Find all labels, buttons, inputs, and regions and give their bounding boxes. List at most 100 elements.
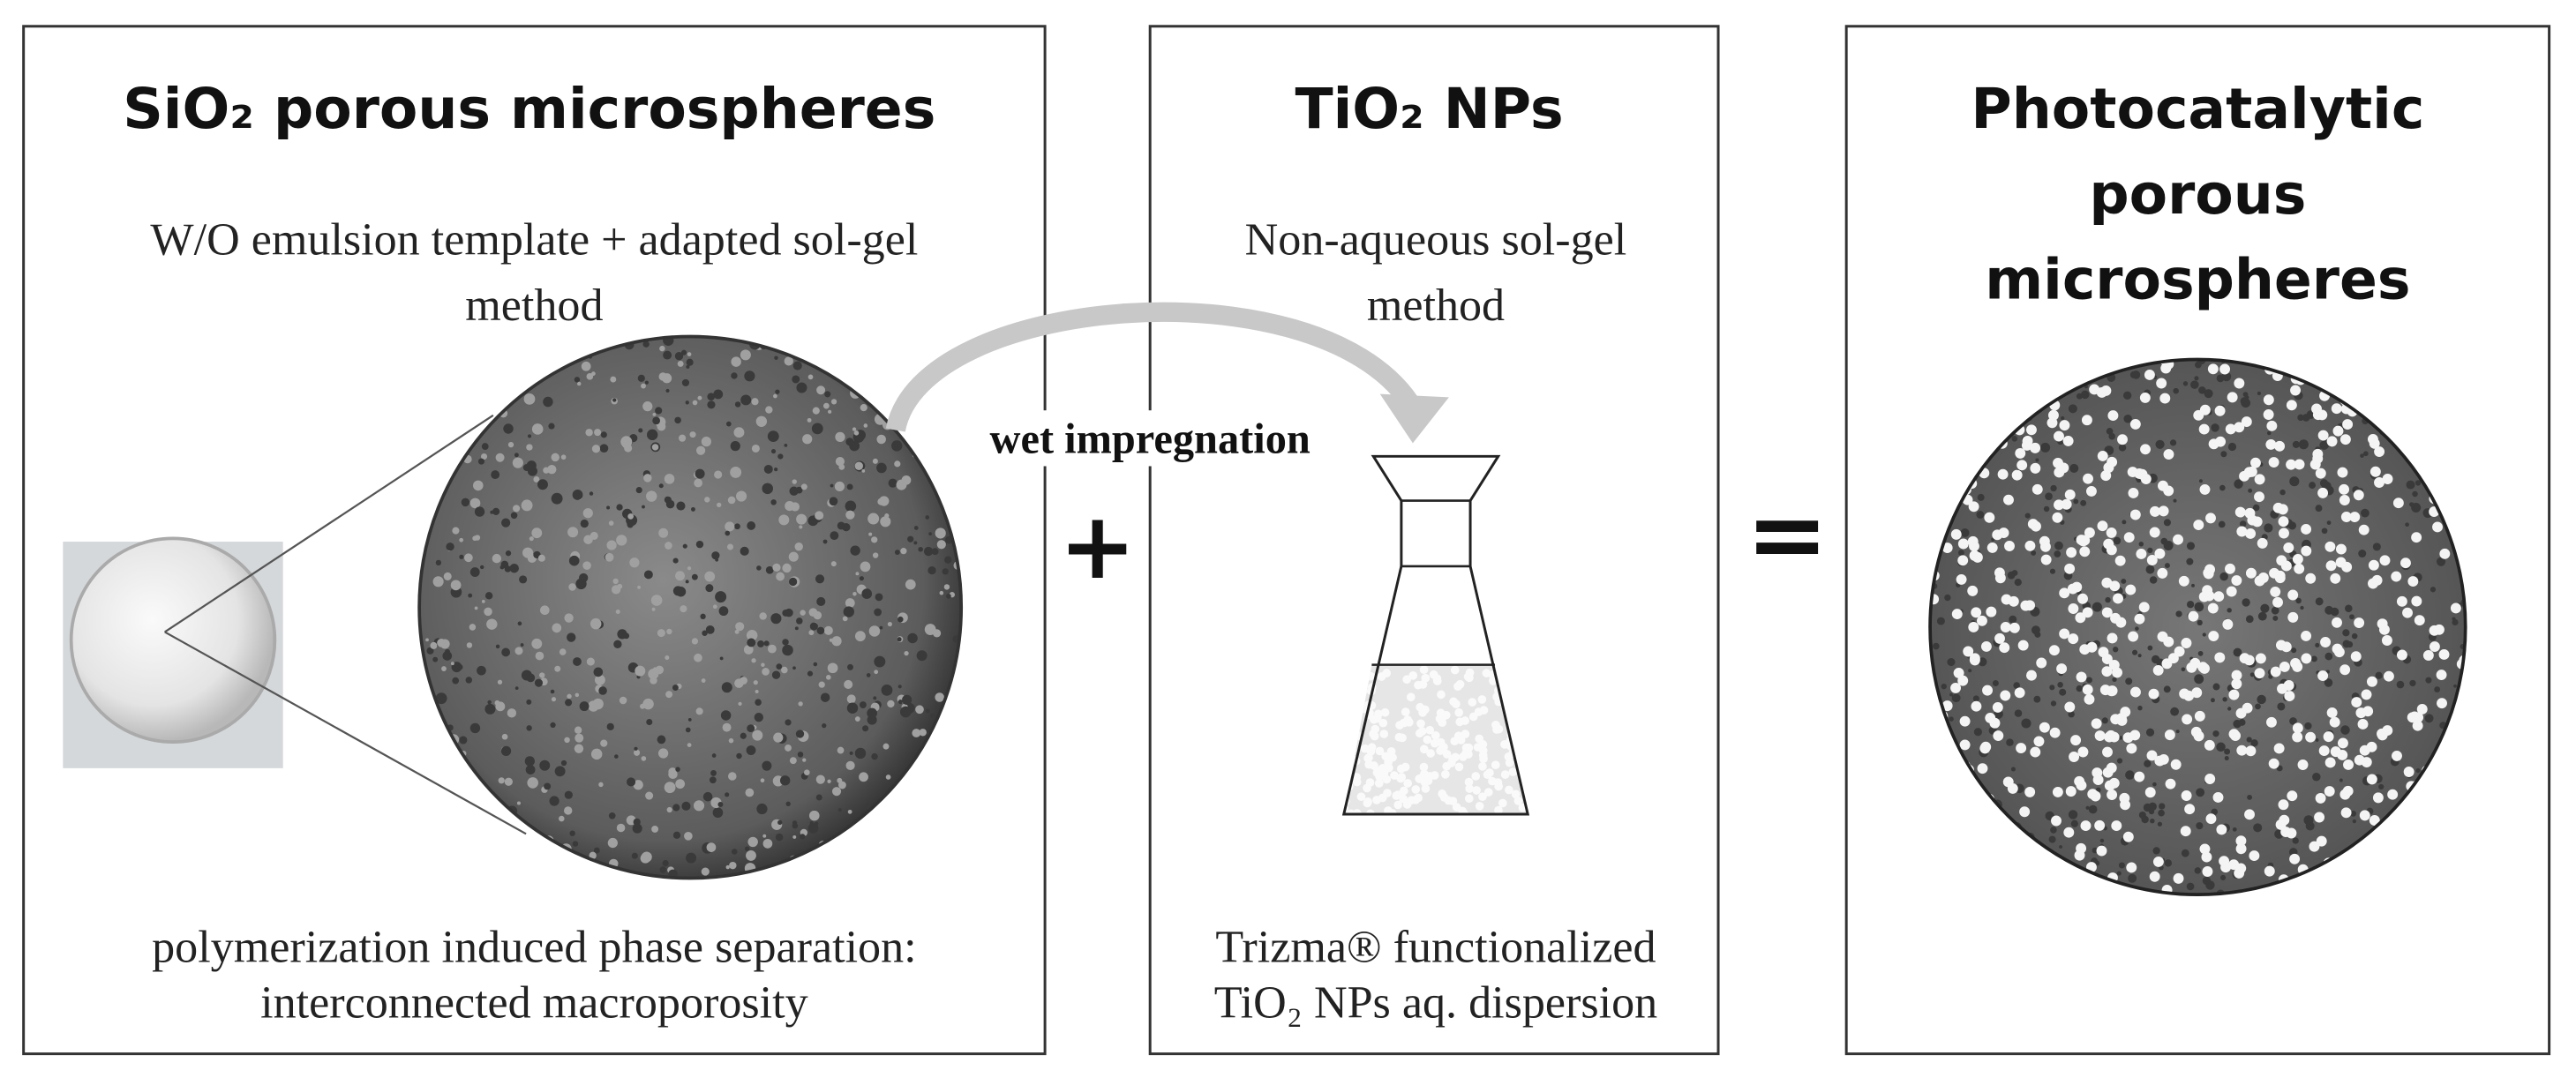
nanoparticle [2222, 618, 2234, 630]
nanoparticle [2066, 547, 2077, 558]
pore [704, 497, 710, 503]
pore [835, 431, 845, 443]
pore [662, 859, 669, 867]
nanoparticle [1408, 670, 1418, 680]
nanoparticle [1479, 706, 1489, 715]
pore [795, 486, 803, 494]
pore [925, 708, 930, 714]
nanoparticle [2283, 680, 2294, 691]
pore [855, 572, 860, 576]
nanoparticle [2236, 745, 2248, 756]
nanoparticle [2039, 535, 2050, 547]
nanoparticle [2000, 622, 2011, 632]
pore [694, 653, 702, 662]
pore [672, 804, 680, 812]
nanoparticle [2024, 540, 2036, 551]
nanoparticle [2270, 666, 2281, 677]
nanoparticle [2297, 760, 2309, 770]
pore [526, 699, 532, 705]
nanoparticle [2366, 774, 2377, 785]
nanoparticle [2274, 440, 2286, 452]
pore [2197, 650, 2204, 656]
pore [925, 515, 930, 520]
pore [2222, 697, 2227, 702]
nanoparticle [2024, 786, 2036, 797]
nanoparticle [2003, 494, 2014, 505]
pore [2186, 557, 2194, 565]
pore [2137, 705, 2143, 711]
nanoparticle [2049, 727, 2061, 738]
pore [2218, 520, 2226, 528]
pore [531, 528, 543, 539]
pore [582, 508, 593, 519]
nanoparticle [2287, 611, 2299, 623]
nanoparticle [2320, 637, 2332, 647]
pore [2358, 550, 2367, 558]
nanoparticle [2254, 491, 2264, 503]
pore [2059, 688, 2067, 696]
pore [2137, 654, 2142, 658]
nanoparticle [2061, 498, 2072, 510]
nanoparticle [1403, 779, 1413, 788]
nanoparticle [1374, 779, 1384, 788]
pore [2186, 601, 2195, 609]
nanoparticle [2315, 468, 2326, 479]
pore [913, 526, 919, 530]
nanoparticle [2100, 470, 2112, 482]
pore [2298, 439, 2309, 450]
nanoparticle [1416, 719, 1425, 729]
nanoparticle [2059, 587, 2070, 599]
nanoparticle [1441, 769, 1450, 779]
pore [838, 464, 845, 470]
pore [652, 416, 661, 425]
pore [897, 685, 902, 689]
nanoparticle [2178, 575, 2189, 587]
pore [860, 561, 871, 572]
pore [474, 606, 478, 610]
pore [589, 491, 594, 496]
pore [876, 462, 887, 474]
pore [721, 713, 726, 718]
pore [902, 694, 912, 705]
nanoparticle [1449, 697, 1458, 707]
nanoparticle [2016, 460, 2028, 471]
pore [747, 521, 756, 530]
nanoparticle [1997, 468, 2009, 480]
nanoparticle [2129, 686, 2141, 698]
pore [646, 429, 658, 441]
pore [633, 818, 641, 826]
nanoparticle [1363, 797, 1372, 806]
arrow-head [1379, 393, 1449, 444]
pore [686, 364, 690, 369]
nanoparticle [1450, 665, 1460, 675]
nanoparticle [2369, 466, 2381, 477]
nanoparticle [2231, 575, 2242, 586]
nanoparticle [2111, 820, 2122, 832]
nanoparticle [2317, 487, 2329, 498]
nanoparticle [2265, 438, 2277, 450]
nanoparticle [2339, 434, 2351, 445]
nanoparticle [2144, 370, 2155, 380]
pore [2175, 730, 2180, 734]
pore [472, 480, 484, 491]
nanoparticle [1941, 542, 1953, 554]
pore [901, 475, 912, 485]
pore [516, 801, 521, 805]
pore [915, 705, 924, 715]
pore [564, 790, 573, 799]
pore [792, 666, 796, 670]
pore [861, 588, 873, 599]
pore [800, 834, 806, 840]
pore [731, 849, 738, 855]
nanoparticle [1395, 721, 1404, 730]
nanoparticle [2234, 422, 2245, 433]
pore [888, 478, 897, 488]
pore [2424, 714, 2434, 723]
pore [2211, 698, 2215, 703]
pore [700, 613, 706, 620]
nanoparticle [2312, 409, 2324, 421]
pore [2415, 768, 2421, 774]
pore [657, 748, 669, 759]
pore [2257, 611, 2267, 621]
pore [862, 725, 869, 732]
